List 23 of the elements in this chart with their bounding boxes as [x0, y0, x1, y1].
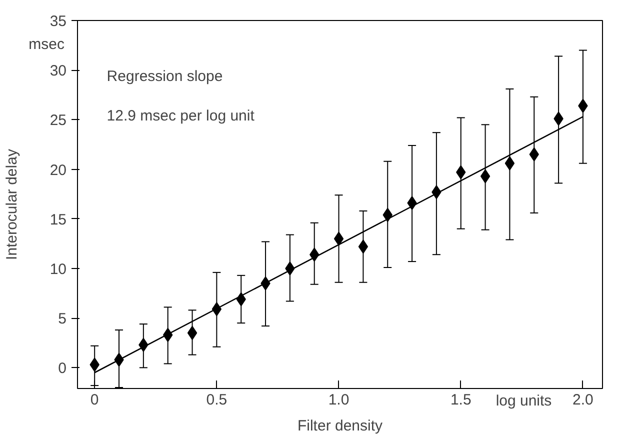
y-tick-label: 5: [58, 310, 66, 328]
y-tick-label: 20: [50, 162, 67, 179]
x-tick-label: 2.0: [572, 392, 594, 408]
text: Regression slope 12.9 msec per log unit: [106, 68, 254, 125]
x-axis-title: Filter density: [297, 418, 384, 434]
x-tick-label: 0.5: [206, 392, 228, 408]
x-tick-label: 1.0: [328, 392, 350, 408]
y-tick-label: 30: [50, 62, 67, 80]
point: [187, 326, 198, 340]
x-tick-label: 0: [90, 392, 99, 408]
y-tick-label: 35: [50, 13, 67, 30]
y-tick-label: 10: [50, 260, 67, 278]
point: [504, 156, 515, 170]
point: [334, 232, 344, 246]
text: log units: [496, 392, 552, 410]
x-tick-label: 1.5: [450, 392, 472, 408]
text: msec: [28, 36, 65, 53]
y-tick-label: 0: [58, 360, 66, 378]
y-axis-title: Interocular delay: [4, 148, 21, 260]
point: [480, 169, 490, 184]
y-tick-label: 25: [50, 112, 67, 130]
point: [358, 240, 368, 254]
y-tick-label: 15: [50, 211, 67, 228]
